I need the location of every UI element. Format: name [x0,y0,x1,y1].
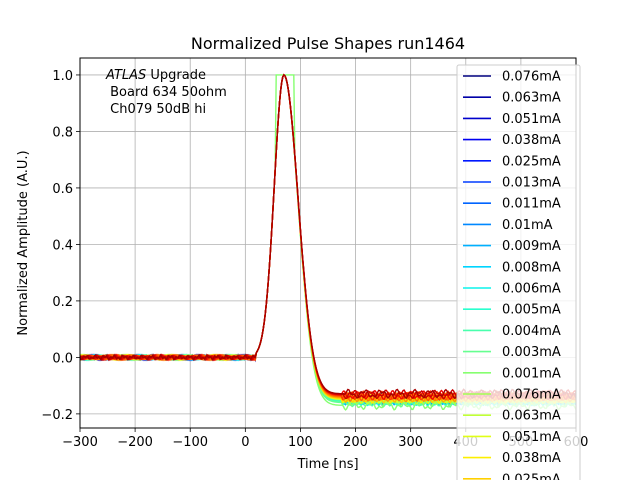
annotation-atlas: ATLAS [105,68,146,83]
legend-label: 0.01mA [502,218,553,233]
legend-label: 0.001mA [502,366,561,381]
legend-label: 0.051mA [502,112,561,127]
y-tick-label: −0.2 [41,408,73,423]
y-tick-label: 0.4 [52,238,73,253]
legend-label: 0.004mA [502,324,561,339]
legend-box [456,64,581,480]
annotation-board: Board 634 50ohm [106,85,227,100]
legend-label: 0.076mA [502,70,561,85]
legend-label: 0.051mA [502,430,561,445]
legend-label: 0.006mA [502,282,561,297]
x-axis-title: Time [ns] [296,457,358,472]
annotation-upgrade: Upgrade [146,68,206,83]
legend-label: 0.063mA [502,91,561,106]
legend-label: 0.008mA [502,260,561,275]
legend-label: 0.009mA [502,239,561,254]
x-tick-label: −100 [172,435,208,450]
legend-label: 0.011mA [502,197,561,212]
chart-title: Normalized Pulse Shapes run1464 [191,34,465,53]
legend-label: 0.063mA [502,409,561,424]
y-tick-label: 0.2 [52,295,73,310]
y-tick-label: 0.6 [52,182,73,197]
y-tick-label: 0.0 [52,351,73,366]
legend-label: 0.013mA [502,176,561,191]
y-tick-label: 1.0 [52,69,73,84]
x-tick-label: −200 [117,435,153,450]
legend-label: 0.076mA [502,388,561,403]
x-tick-label: 200 [343,435,368,450]
legend-label: 0.038mA [502,451,561,466]
legend-label: 0.025mA [502,154,561,169]
x-tick-label: −300 [62,435,98,450]
legend-label: 0.005mA [502,303,561,318]
annotation-line1: ATLAS Upgrade [105,68,206,83]
legend-label: 0.038mA [502,133,561,148]
y-axis-title: Normalized Amplitude (A.U.) [16,150,31,335]
x-tick-label: 100 [288,435,313,450]
legend-label: 0.025mA [502,472,561,480]
annotation-channel: Ch079 50dB hi [106,102,206,117]
x-tick-label: 0 [241,435,249,450]
legend: 0.076mA 0.063mA 0.051mA 0.038mA 0.025mA 0.013… [456,64,581,480]
x-tick-label: 300 [398,435,423,450]
y-tick-label: 0.8 [52,125,73,140]
legend-label: 0.003mA [502,345,561,360]
